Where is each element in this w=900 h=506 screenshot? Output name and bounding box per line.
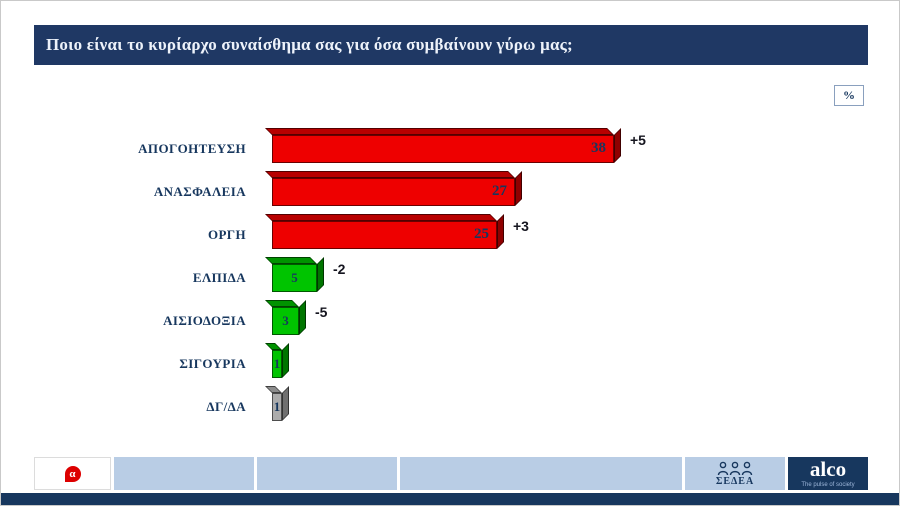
footer-strip: α ΣΕΔΕΑ alco The pulse of society: [34, 457, 868, 490]
bar-side-face: [515, 170, 522, 206]
bar-row: ΑΝΑΣΦΑΛΕΙΑ 27: [41, 170, 869, 213]
bar-row: ΑΠΟΓΟΗΤΕΥΣΗ 38 +5: [41, 127, 869, 170]
bar-3d: 5: [265, 256, 324, 292]
bar-value: 3: [282, 312, 289, 328]
category-label: ΕΛΠΙΔΑ: [192, 269, 246, 285]
bar-top-face: [265, 299, 299, 307]
bar-side-face: [299, 299, 306, 335]
sedea-label: ΣΕΔΕΑ: [715, 475, 755, 487]
bar-row: ΣΙΓΟΥΡΙΑ 1: [41, 342, 869, 385]
bar-3d: 1: [265, 342, 289, 378]
bar-value: 5: [291, 269, 298, 285]
unit-badge: %: [834, 85, 864, 106]
category-label: ΑΝΑΣΦΑΛΕΙΑ: [153, 183, 246, 199]
bar-side-face: [317, 256, 324, 292]
bar-front-face: 38: [272, 134, 614, 163]
bar-top-face: [265, 127, 614, 135]
bar-top-face: [265, 385, 282, 393]
bar-value: 27: [492, 183, 507, 199]
category-label: ΔΓ/ΔΑ: [206, 398, 246, 414]
broadcaster-logo-box: α: [34, 457, 111, 490]
bar-top-face: [265, 170, 515, 178]
bar-wrap: 38 +5: [265, 127, 646, 163]
bar-wrap: 1: [265, 385, 289, 421]
bar-front-face: 3: [272, 306, 299, 335]
bar-side-face: [614, 127, 621, 163]
alco-tagline: The pulse of society: [801, 482, 855, 488]
bar-value: 38: [591, 140, 606, 156]
header-bar: Ποιο είναι το κυρίαρχο συναίσθημα σας γι…: [34, 25, 868, 65]
bar-side-face: [282, 342, 289, 378]
bar-front-face: 27: [272, 177, 515, 206]
bar-value: 1: [273, 355, 281, 371]
category-label: ΣΙΓΟΥΡΙΑ: [179, 355, 246, 371]
alco-logo-box: alco The pulse of society: [788, 457, 868, 490]
bar-row: ΕΛΠΙΔΑ 5 -2: [41, 256, 869, 299]
bar-wrap: 27: [265, 170, 522, 206]
category-label: ΑΠΟΓΟΗΤΕΥΣΗ: [138, 140, 246, 156]
bar-3d: 38: [265, 127, 621, 163]
bar-top-face: [265, 213, 497, 221]
bar-wrap: 25 +3: [265, 213, 529, 249]
bar-top-face: [265, 342, 282, 350]
sedea-logo-box: ΣΕΔΕΑ: [685, 457, 785, 490]
change-annotation: -2: [333, 260, 346, 277]
page-title: Ποιο είναι το κυρίαρχο συναίσθημα σας γι…: [46, 35, 573, 54]
bottom-accent-bar: [1, 493, 899, 505]
change-annotation: -5: [315, 303, 328, 320]
bar-front-face: 5: [272, 263, 317, 292]
bar-3d: 27: [265, 170, 522, 206]
bar-wrap: 5 -2: [265, 256, 346, 292]
bar-row: ΟΡΓΗ 25 +3: [41, 213, 869, 256]
bar-3d: 3: [265, 299, 306, 335]
bar-row: ΔΓ/ΔΑ 1: [41, 385, 869, 428]
bar-side-face: [497, 213, 504, 249]
footer-block-1: [114, 457, 254, 490]
bar-side-face: [282, 385, 289, 421]
change-annotation: +5: [630, 131, 646, 148]
category-label: ΑΙΣΙΟΔΟΞΙΑ: [163, 312, 246, 328]
bar-value: 25: [474, 226, 489, 242]
bar-chart: ΑΠΟΓΟΗΤΕΥΣΗ 38 +5 ΑΝΑΣΦΑΛΕΙΑ 27 ΟΡΓΗ 25 +3 ΕΛΠΙΔ…: [41, 127, 869, 428]
footer-block-2: [257, 457, 397, 490]
change-annotation: +3: [513, 217, 529, 234]
footer-block-3: [400, 457, 682, 490]
bar-front-face: 25: [272, 220, 497, 249]
bar-front-face: 1: [272, 349, 282, 378]
bar-front-face: 1: [272, 392, 282, 421]
alpha-logo-icon: α: [64, 465, 81, 482]
bar-value: 1: [273, 398, 281, 414]
bar-wrap: 3 -5: [265, 299, 328, 335]
bar-top-face: [265, 256, 317, 264]
category-label: ΟΡΓΗ: [207, 226, 246, 242]
bar-wrap: 1: [265, 342, 289, 378]
bar-3d: 25: [265, 213, 504, 249]
alco-logo-text: alco: [809, 457, 847, 481]
bar-3d: 1: [265, 385, 289, 421]
bar-row: ΑΙΣΙΟΔΟΞΙΑ 3 -5: [41, 299, 869, 342]
people-icon: [717, 461, 753, 475]
